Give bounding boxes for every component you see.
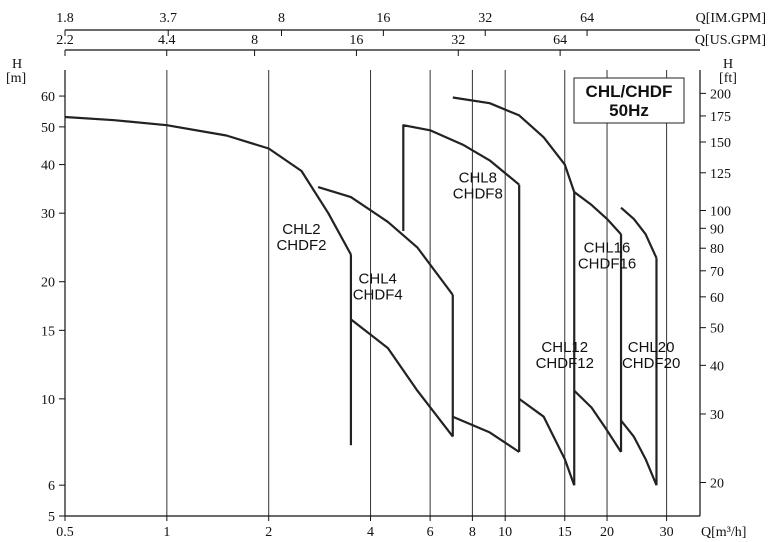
y-left-tick-label: 50 bbox=[41, 121, 55, 136]
chart-subtitle: 50Hz bbox=[609, 101, 649, 120]
series-6-label: CHDF20 bbox=[622, 355, 680, 372]
series-6-lower-curve bbox=[620, 419, 658, 486]
y-right-tick-label: 175 bbox=[710, 110, 731, 125]
y-right-tick-label: 150 bbox=[710, 136, 731, 151]
y-right-tick-label: 70 bbox=[710, 265, 724, 280]
x-tick-label: 30 bbox=[660, 525, 674, 540]
title-box: CHL/CHDF 50Hz bbox=[573, 77, 685, 124]
series-5-label: CHL16 bbox=[584, 239, 631, 256]
series-2-upper-curve bbox=[317, 186, 454, 296]
series-3-lower-curve bbox=[452, 415, 520, 453]
im-gpm-tick-label: 32 bbox=[478, 11, 492, 26]
x-tick-label: 10 bbox=[498, 525, 512, 540]
grid-layer bbox=[166, 70, 668, 516]
y-left-axis-unit: [m] bbox=[6, 71, 26, 86]
im-gpm-tick-label: 16 bbox=[376, 11, 390, 26]
us-gpm-tick-label: 2.2 bbox=[56, 33, 74, 48]
us-gpm-tick-label: 64 bbox=[553, 33, 567, 48]
y-right-tick-label: 100 bbox=[710, 205, 731, 220]
y-left-tick-label: 20 bbox=[41, 276, 55, 291]
x-tick-label: 2 bbox=[265, 525, 272, 540]
y-right-tick-label: 60 bbox=[710, 291, 724, 306]
us-gpm-tick-label: 16 bbox=[349, 33, 363, 48]
y-right-axis-label: H bbox=[723, 57, 733, 72]
y-right-tick-label: 90 bbox=[710, 222, 724, 237]
x-tick-label: 1 bbox=[163, 525, 170, 540]
series-4-upper-curve bbox=[452, 96, 576, 193]
series-3-label: CHDF8 bbox=[453, 185, 503, 202]
us-gpm-tick-label: 32 bbox=[451, 33, 465, 48]
y-left-axis-label: H bbox=[12, 57, 22, 72]
x-tick-label: 0.5 bbox=[56, 525, 74, 540]
axes-layer: 5610152030405060203040506070809010012515… bbox=[6, 11, 766, 540]
y-left-tick-label: 5 bbox=[48, 510, 55, 525]
series-1-label: CHL2 bbox=[282, 221, 320, 238]
x-tick-label: 6 bbox=[427, 525, 434, 540]
x-tick-label: 4 bbox=[367, 525, 374, 540]
y-right-axis-unit: [ft] bbox=[719, 71, 737, 86]
y-left-tick-label: 30 bbox=[41, 207, 55, 222]
series-3-upper-curve bbox=[402, 124, 520, 231]
series-4-label: CHL12 bbox=[541, 339, 588, 356]
series-layer bbox=[64, 96, 658, 486]
im-gpm-axis-label: Q[IM.GPM] bbox=[696, 11, 766, 26]
y-right-tick-label: 80 bbox=[710, 242, 724, 257]
title-box-frame bbox=[573, 77, 685, 124]
series-2-label: CHDF4 bbox=[353, 286, 403, 303]
series-2-lower-curve bbox=[350, 318, 454, 438]
im-gpm-tick-label: 8 bbox=[278, 11, 285, 26]
series-5-lower-curve bbox=[573, 389, 622, 453]
y-right-tick-label: 50 bbox=[710, 322, 724, 337]
series-1-label: CHDF2 bbox=[276, 237, 326, 254]
series-4-label: CHDF12 bbox=[536, 355, 594, 372]
chart-title: CHL/CHDF bbox=[586, 82, 673, 101]
im-gpm-tick-label: 3.7 bbox=[159, 11, 177, 26]
y-left-tick-label: 6 bbox=[48, 479, 55, 494]
y-left-tick-label: 10 bbox=[41, 393, 55, 408]
y-right-tick-label: 40 bbox=[710, 359, 724, 374]
x-tick-label: 15 bbox=[558, 525, 572, 540]
series-6-upper-curve bbox=[620, 206, 658, 259]
im-gpm-tick-label: 1.8 bbox=[56, 11, 74, 26]
us-gpm-tick-label: 8 bbox=[251, 33, 258, 48]
series-6-label: CHL20 bbox=[628, 339, 675, 356]
series-2-label: CHL4 bbox=[359, 270, 397, 287]
y-right-tick-label: 125 bbox=[710, 167, 731, 182]
x-tick-label: 8 bbox=[469, 525, 476, 540]
series-1-upper-curve bbox=[64, 115, 352, 256]
y-left-tick-label: 40 bbox=[41, 159, 55, 174]
y-right-tick-label: 200 bbox=[710, 87, 731, 102]
y-right-tick-label: 20 bbox=[710, 477, 724, 492]
series-5-label: CHDF16 bbox=[578, 255, 636, 272]
series-3-label: CHL8 bbox=[459, 169, 497, 186]
us-gpm-axis-label: Q[US.GPM] bbox=[695, 33, 766, 48]
series-5-upper-curve bbox=[573, 191, 622, 235]
y-right-tick-label: 30 bbox=[710, 408, 724, 423]
im-gpm-tick-label: 64 bbox=[580, 11, 594, 26]
us-gpm-tick-label: 4.4 bbox=[158, 33, 176, 48]
y-left-tick-label: 60 bbox=[41, 90, 55, 105]
x-axis-label: Q[m³/h] bbox=[701, 525, 746, 540]
x-tick-label: 20 bbox=[600, 525, 614, 540]
series-4-lower-curve bbox=[518, 398, 576, 486]
y-left-tick-label: 15 bbox=[41, 324, 55, 339]
